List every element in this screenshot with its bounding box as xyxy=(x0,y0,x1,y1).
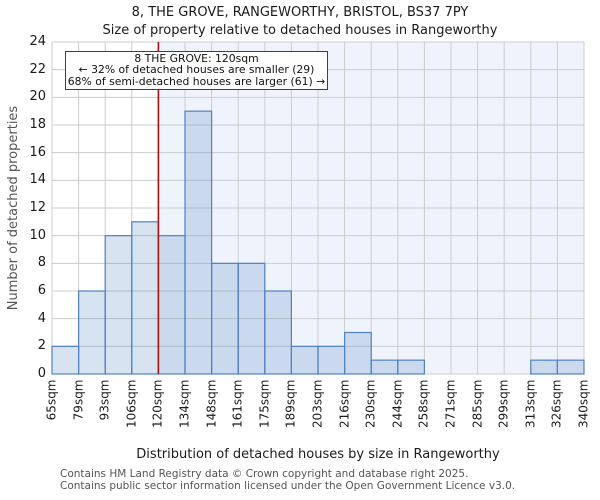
x-tick-label: 230sqm xyxy=(363,379,378,428)
x-tick-label: 340sqm xyxy=(576,379,591,428)
histogram-bar xyxy=(397,359,425,375)
y-tick-label: 18 xyxy=(29,117,46,132)
x-tick-label: 93sqm xyxy=(97,379,112,421)
x-tick-label: 299sqm xyxy=(496,379,511,428)
x-tick-label: 79sqm xyxy=(71,379,86,421)
y-tick-label: 16 xyxy=(29,144,46,160)
histogram-bar xyxy=(77,290,106,375)
footer-line-1: Contains HM Land Registry data © Crown c… xyxy=(60,468,469,480)
y-tick-label: 20 xyxy=(29,89,46,105)
histogram-bar xyxy=(290,345,319,375)
chart-title: 8, THE GROVE, RANGEWORTHY, BRISTOL, BS37… xyxy=(131,5,469,20)
x-tick-label: 203sqm xyxy=(310,379,325,428)
x-tick-label: 106sqm xyxy=(124,379,139,428)
x-axis-label: Distribution of detached houses by size … xyxy=(136,447,500,462)
x-tick-label: 161sqm xyxy=(230,379,245,428)
histogram-bar xyxy=(344,331,372,375)
histogram-bar xyxy=(184,110,213,375)
y-tick-label: 6 xyxy=(37,283,46,298)
histogram-bar xyxy=(157,235,186,375)
x-tick-label: 258sqm xyxy=(416,379,431,428)
histogram-bar xyxy=(51,345,80,375)
x-tick-label: 148sqm xyxy=(204,379,219,428)
annotation-smaller: ← 32% of detached houses are smaller (29… xyxy=(78,63,315,77)
x-tick-label: 285sqm xyxy=(470,379,485,428)
y-tick-label: 8 xyxy=(37,255,46,271)
y-tick-label: 22 xyxy=(29,61,46,77)
x-tick-label: 189sqm xyxy=(283,379,298,428)
y-tick-label: 2 xyxy=(37,338,46,354)
histogram-bar xyxy=(530,359,558,375)
x-tick-label: 313sqm xyxy=(523,379,538,428)
y-tick-label: 0 xyxy=(37,366,46,381)
footer-line-2: Contains public sector information licen… xyxy=(60,479,516,492)
histogram-bar xyxy=(317,345,346,375)
annotation-subject: 8 THE GROVE: 120sqm xyxy=(134,52,259,65)
y-tick-label: 12 xyxy=(29,200,46,215)
histogram-bar xyxy=(370,359,399,375)
histogram-bar xyxy=(211,262,239,375)
y-tick-label: 14 xyxy=(29,172,46,188)
x-tick-label: 65sqm xyxy=(44,379,59,421)
chart-subtitle: Size of property relative to detached ho… xyxy=(102,23,498,38)
histogram-bar xyxy=(104,235,133,375)
x-tick-label: 326sqm xyxy=(549,379,564,428)
histogram-bar xyxy=(264,290,292,375)
histogram-bar xyxy=(556,359,585,375)
annotation-larger: 68% of semi-detached houses are larger (… xyxy=(67,74,326,88)
y-tick-label: 10 xyxy=(29,227,46,243)
x-tick-label: 120sqm xyxy=(150,379,165,428)
x-tick-label: 175sqm xyxy=(257,379,272,428)
x-tick-label: 271sqm xyxy=(443,379,458,428)
x-tick-label: 134sqm xyxy=(177,379,192,428)
histogram-bar xyxy=(131,221,160,375)
histogram-plot xyxy=(51,41,585,375)
x-tick-label: 216sqm xyxy=(337,379,352,428)
histogram-bar xyxy=(237,262,266,375)
footer-attribution: Contains HM Land Registry data © Crown c… xyxy=(60,468,516,492)
y-tick-label: 4 xyxy=(37,310,46,326)
annotation-box: 8 THE GROVE: 120sqm ← 32% of detached ho… xyxy=(65,51,328,91)
y-tick-label: 24 xyxy=(29,34,46,49)
x-tick-label: 244sqm xyxy=(390,379,405,428)
